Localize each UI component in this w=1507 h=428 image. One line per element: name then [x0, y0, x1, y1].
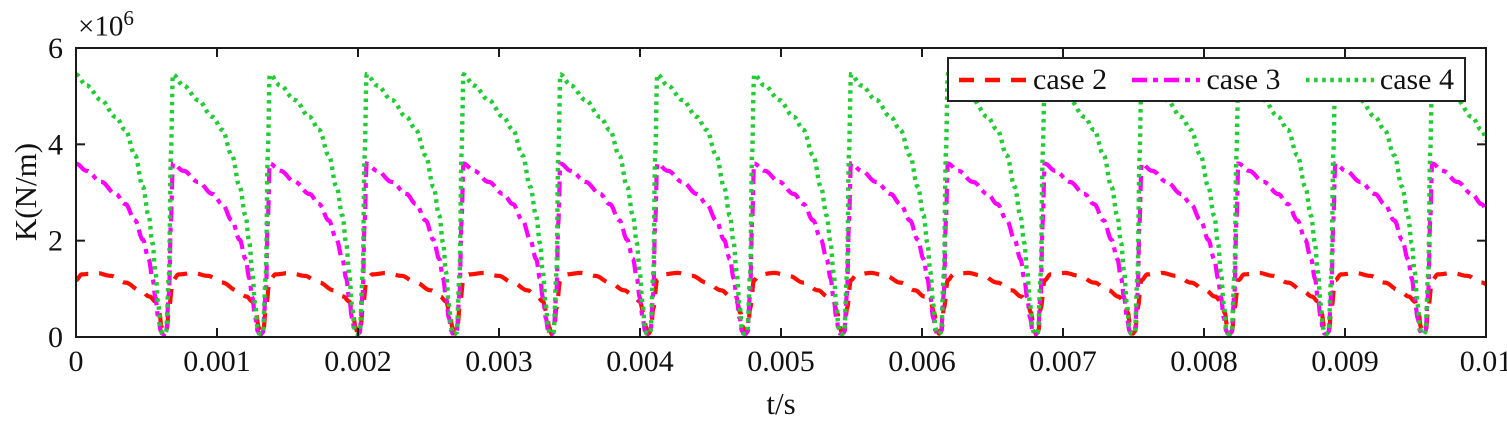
x-tick-label: 0.002 [324, 345, 392, 378]
y-tick-label: 2 [48, 225, 63, 258]
x-tick-label: 0.007 [1029, 345, 1097, 378]
legend-item-case4: case 4 [1305, 62, 1454, 96]
x-tick-label: 0.009 [1311, 345, 1379, 378]
x-tick-label: 0.01 [1460, 345, 1507, 378]
x-tick-label: 0 [69, 345, 84, 378]
x-axis-label: t/s [766, 386, 796, 421]
x-tick-label: 0.004 [606, 345, 674, 378]
y-tick-label: 6 [48, 32, 63, 65]
legend-label: case 3 [1206, 62, 1281, 96]
y-axis-label: K(N/m) [8, 142, 43, 242]
legend-item-case3: case 3 [1132, 62, 1281, 96]
series-curve-case-3 [76, 161, 1486, 337]
x-tick-label: 0.005 [747, 345, 815, 378]
legend-box: case 2 case 3 case 4 [947, 57, 1466, 102]
legend-sample-dashdot-line [1132, 77, 1201, 82]
legend-item-case2: case 2 [959, 62, 1108, 96]
x-tick-label: 0.006 [888, 345, 956, 378]
exponent-base-text: ×10 [78, 10, 124, 43]
exponent-power-text: 6 [123, 6, 134, 30]
series-curve-case-2 [76, 270, 1486, 337]
legend-label: case 4 [1379, 62, 1454, 96]
x-tick-label: 0.001 [183, 345, 251, 378]
legend-sample-dotted-line [1305, 77, 1374, 82]
legend-sample-dashed-line [959, 77, 1027, 82]
y-tick-label: 0 [48, 321, 63, 354]
x-tick-label: 0.008 [1170, 345, 1238, 378]
y-tick-label: 4 [48, 128, 63, 161]
series-curve-case-4 [76, 71, 1486, 337]
legend-label: case 2 [1033, 62, 1108, 96]
x-tick-label: 0.003 [465, 345, 533, 378]
y-axis-exponent-label: ×106 [78, 6, 134, 44]
